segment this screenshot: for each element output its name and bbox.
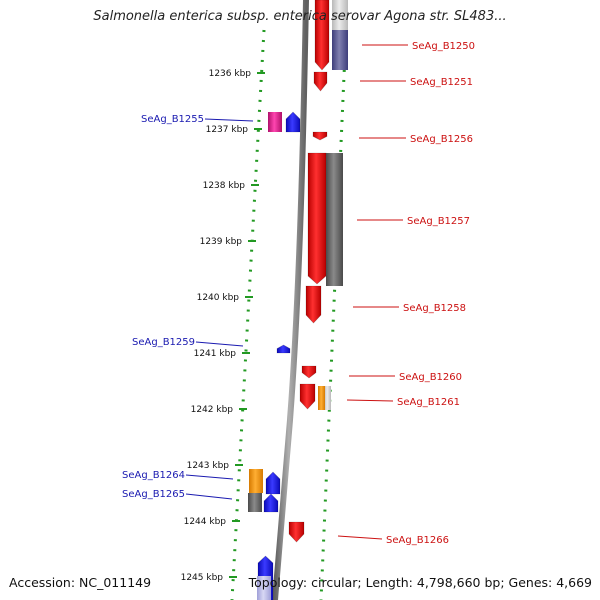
ruler-label: 1242 kbp (191, 405, 234, 415)
reverse-leader-line (185, 493, 233, 500)
reverse-leader-line (195, 341, 244, 347)
gene-seag-b1266[interactable] (288, 521, 305, 543)
gene-seag-b1265[interactable] (263, 493, 279, 513)
ruler-label: 1241 kbp (194, 349, 237, 359)
forward-leader-line (337, 535, 383, 540)
gene-seag-b1258[interactable] (305, 285, 322, 324)
gene-seag-b1255[interactable] (285, 111, 301, 133)
forward-gene-label[interactable]: SeAg_B1257 (407, 216, 470, 227)
gene-hypothetical[interactable] (318, 386, 325, 410)
forward-leader-line (346, 399, 394, 402)
blast-hit-bar[interactable] (332, 30, 348, 70)
genome-summary-text: Topology: circular; Length: 4,798,660 bp… (248, 575, 592, 590)
accession-text: Accession: NC_011149 (9, 575, 152, 590)
gene-seag-b1251[interactable] (313, 71, 328, 92)
rna-feature-seag-b1255[interactable] (268, 112, 282, 132)
reverse-gene-label[interactable]: SeAg_B1265 (122, 489, 185, 500)
left-guide-track (230, 29, 266, 600)
gene-seag-b1257[interactable] (307, 152, 327, 285)
gene-seag-b1261[interactable] (299, 383, 316, 410)
reverse-gene-label[interactable]: SeAg_B1264 (122, 470, 185, 481)
gene-seag-b1256[interactable] (312, 131, 328, 141)
forward-gene-label[interactable]: SeAg_B1260 (399, 372, 462, 383)
ruler-label: 1243 kbp (187, 461, 230, 471)
blast-hit-bar[interactable] (324, 386, 331, 410)
genome-title: Salmonella enterica subsp. enterica sero… (93, 9, 507, 24)
blast-hit-bar[interactable] (332, 0, 348, 30)
gene-hypothetical[interactable] (249, 469, 263, 493)
forward-gene-label[interactable]: SeAg_B1266 (386, 535, 449, 546)
ruler-label: 1238 kbp (203, 181, 246, 191)
reverse-leader-line (185, 474, 234, 480)
forward-gene-label[interactable]: SeAg_B1256 (410, 134, 473, 145)
gene-seag-b1260[interactable] (301, 365, 317, 379)
ruler-label: 1240 kbp (197, 293, 240, 303)
right-guide-track (319, 29, 348, 600)
gene-seag-b1264[interactable] (265, 471, 281, 495)
forward-gene-label[interactable]: SeAg_B1251 (410, 77, 473, 88)
ruler-label: 1244 kbp (184, 517, 227, 527)
blast-hit-bar[interactable] (257, 576, 271, 600)
gene-seag-b1250[interactable] (314, 0, 330, 71)
forward-gene-label[interactable]: SeAg_B1261 (397, 397, 460, 408)
blast-hit-bar[interactable] (326, 153, 343, 286)
genome-backbone (272, 0, 309, 600)
reverse-gene-label[interactable]: SeAg_B1255 (141, 114, 204, 125)
forward-gene-label[interactable]: SeAg_B1250 (412, 41, 475, 52)
ruler-label: 1239 kbp (200, 237, 243, 247)
gene-seag-b1259[interactable] (276, 344, 291, 354)
ruler-label: 1237 kbp (206, 125, 249, 135)
reverse-gene-label[interactable]: SeAg_B1259 (132, 337, 195, 348)
reverse-leader-line (204, 118, 254, 122)
forward-gene-label[interactable]: SeAg_B1258 (403, 303, 466, 314)
blast-hit-bar[interactable] (248, 493, 262, 512)
ruler-label: 1236 kbp (209, 69, 252, 79)
ruler-label: 1245 kbp (181, 573, 224, 583)
